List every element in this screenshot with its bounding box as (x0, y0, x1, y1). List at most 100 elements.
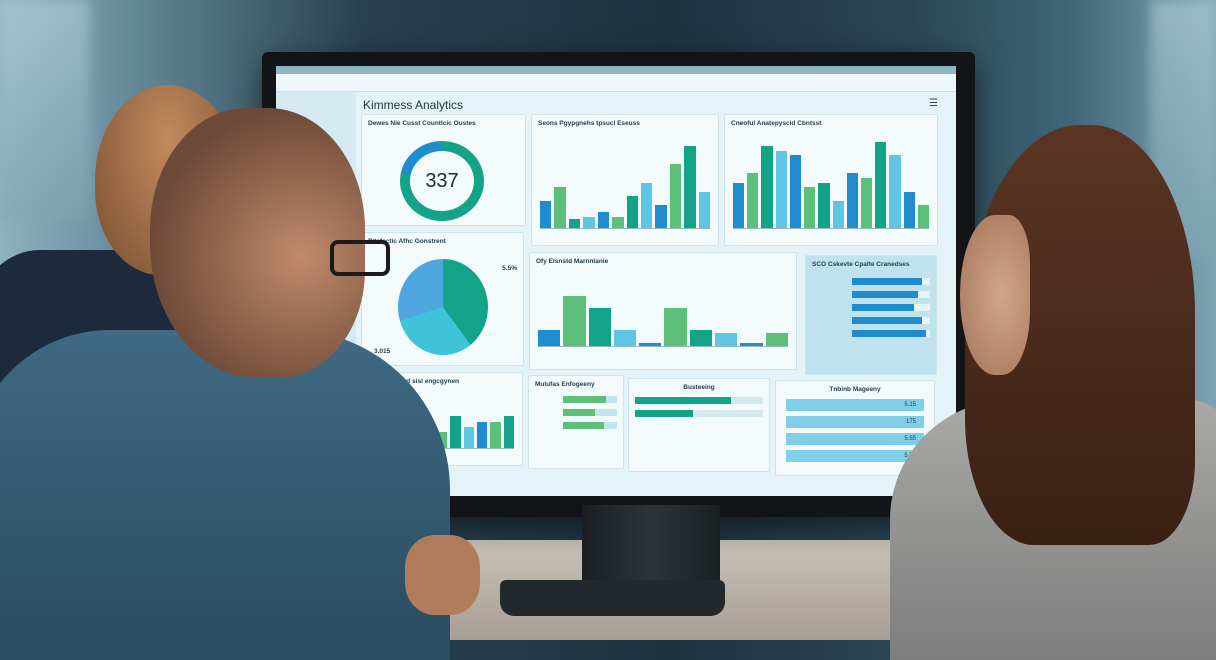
progress-bars (635, 397, 763, 417)
chart-bar (689, 330, 713, 346)
bar-chart (733, 137, 930, 229)
panel-heading: Busteeing (683, 384, 715, 391)
chart-bar (538, 330, 561, 346)
chart-bar (503, 416, 514, 448)
bar-chart (538, 283, 788, 347)
chart-bar (903, 191, 915, 228)
person-front-left (0, 330, 450, 660)
table-row[interactable]: 5.55 (786, 433, 924, 445)
bar-track (635, 410, 763, 417)
chart-bar (875, 141, 887, 228)
pie-label: 3.015 (374, 348, 391, 355)
progress-panel: Busteeing (628, 378, 770, 472)
browser-bar (276, 66, 956, 74)
chart-bar (733, 182, 745, 228)
chart-bar (775, 150, 787, 228)
menu-icon[interactable]: ☰ (929, 98, 938, 109)
chart-bar (554, 187, 566, 228)
chart-bar (832, 200, 844, 228)
chart-bar (612, 217, 624, 228)
window-light (0, 0, 90, 220)
donut-panel: Dewes Nie Cusst Countlcic Oustes 337 (361, 114, 526, 226)
person-front-left-head (150, 108, 365, 378)
chart-panel: Ofy Elsnstd Marnnlanie (529, 252, 797, 370)
panel-heading: Cneoful Anatepyscid Cbntsst (731, 120, 822, 127)
table-rows: 5.15 175 5.55 5.57 (782, 399, 928, 462)
bar-track (563, 422, 617, 429)
bar-fill (852, 291, 919, 298)
monitor-base (500, 580, 725, 616)
chart-panel: Cneoful Anatepyscid Cbntsst (724, 114, 938, 246)
chart-bar (818, 182, 830, 228)
bar-track (563, 409, 617, 416)
chart-bar (860, 177, 873, 228)
bar-fill (852, 304, 915, 311)
bar-track (852, 330, 930, 337)
chart-bar (669, 164, 682, 228)
chart-bar (476, 421, 488, 448)
panel-heading: Mulufas Enfogeeny (535, 381, 595, 388)
panel-heading: Pasanennsnd sisl engcgynen (368, 378, 460, 385)
chart-bar (568, 218, 581, 228)
panel-heading: Seons Pgypgnehs tpsucl Eseuss (538, 120, 640, 127)
bar-fill (563, 396, 607, 403)
panel-heading: Pitsfectic Afhc Gonstrent (368, 238, 446, 245)
chart-bar (563, 295, 586, 346)
chart-panel: Seons Pgypgnehs tpsucl Eseuss (531, 114, 719, 246)
chart-bar (761, 146, 773, 228)
bar-fill (852, 330, 927, 337)
chart-bar (463, 426, 474, 448)
bar-track (852, 317, 930, 324)
bar-track (563, 396, 617, 403)
page-title: Kimmess Analytics (363, 98, 464, 112)
panel-heading: SCO Cskevte Cpalte Cranedses (812, 261, 910, 268)
bar-fill (635, 397, 731, 404)
chart-bar (917, 205, 930, 228)
chart-bar (804, 187, 816, 228)
table-row[interactable]: 5.57 (786, 450, 924, 462)
chart-bar (450, 416, 461, 448)
chart-bar (715, 333, 738, 346)
panel-heading: Dewes Nie Cusst Countlcic Oustes (368, 120, 476, 127)
table-row[interactable]: 5.15 (786, 399, 924, 411)
chart-bar (613, 330, 637, 346)
chart-bar (664, 308, 687, 346)
hbar-chart (852, 278, 930, 337)
chart-bar (490, 421, 501, 448)
chart-bar (597, 211, 610, 228)
pie-label: 5.5% (502, 265, 517, 272)
bar-track (635, 397, 763, 404)
person-right-face (960, 215, 1030, 375)
chart-bar (789, 155, 802, 228)
bar-fill (852, 278, 923, 285)
pie-chart (398, 259, 488, 355)
chart-bar (684, 146, 696, 228)
donut-value: 337 (410, 151, 474, 211)
list-bars (563, 396, 617, 429)
panel-heading: Ofy Elsnstd Marnnlanie (536, 258, 609, 265)
chart-bar (540, 200, 552, 228)
panel-heading: Tnbinb Mageeny (829, 386, 881, 393)
chart-bar (765, 333, 788, 346)
bar-chart (540, 137, 711, 229)
chart-bar (846, 173, 858, 228)
chart-bar (626, 196, 638, 228)
bar-track (852, 278, 930, 285)
chart-bar (747, 173, 759, 228)
chart-bar (583, 217, 595, 228)
bar-track (852, 291, 930, 298)
bar-fill (563, 422, 604, 429)
chart-bar (889, 155, 901, 228)
chart-bar (640, 182, 653, 228)
toolbar (276, 74, 956, 92)
table-row[interactable]: 175 (786, 416, 924, 428)
chart-bar (655, 205, 667, 228)
list-panel: Mulufas Enfogeeny (528, 375, 624, 469)
bar-fill (635, 410, 693, 417)
glasses (330, 240, 390, 276)
monitor-stand (582, 505, 720, 590)
bar-fill (563, 409, 596, 416)
hbar-panel: SCO Cskevte Cpalte Cranedses (805, 255, 937, 375)
chart-bar (740, 342, 763, 346)
chart-bar (639, 342, 662, 346)
